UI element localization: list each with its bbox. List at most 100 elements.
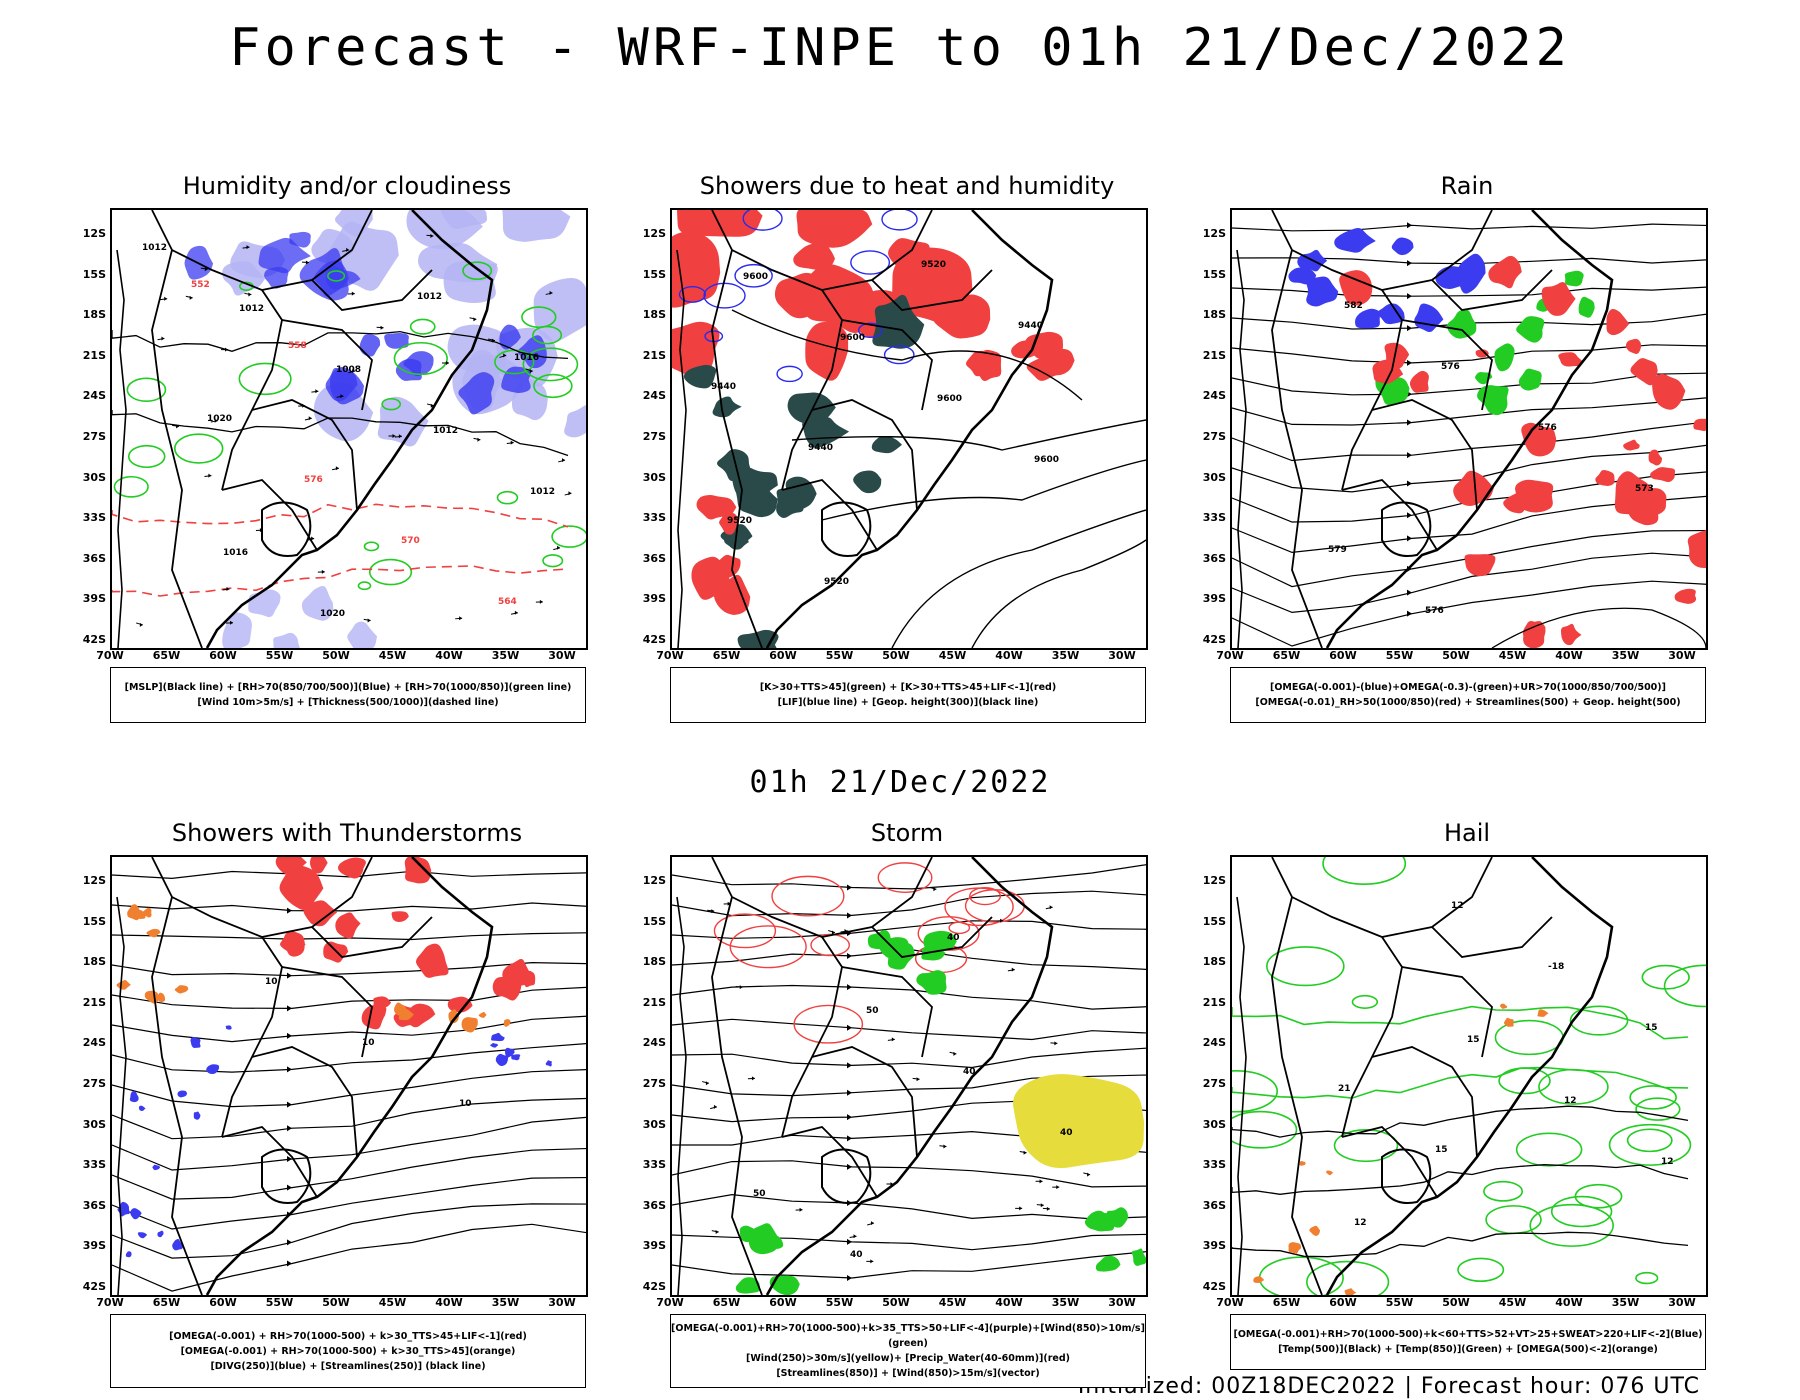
wind-vector-head: [214, 418, 218, 423]
country-border: [841, 966, 933, 1058]
contour-label: 1012: [417, 292, 442, 302]
lon-label: 35W: [491, 649, 520, 662]
lon-label: 50W: [1442, 649, 1470, 662]
lat-label: 33S: [1202, 1158, 1226, 1172]
legend-thunderstorms: [OMEGA(-0.001) + RH>70(1000-500) + k>30_…: [110, 1314, 586, 1388]
rh-blue-area: [258, 237, 311, 274]
rh-green-contour: [238, 362, 292, 396]
geography-layer: [116, 857, 494, 1295]
country-border: [1341, 479, 1438, 551]
west-coastline: [1236, 896, 1247, 1295]
wind-850-green-area: [1095, 1255, 1121, 1272]
lat-label: 21S: [82, 995, 106, 1009]
temp-850-green-contour: [1641, 964, 1690, 990]
divergence-blue-area: [138, 1105, 146, 1112]
streamline-250: [112, 1176, 586, 1230]
lat-label: 12S: [642, 874, 666, 887]
temp-500-black-line: [1232, 1164, 1689, 1195]
lif-blue-contour: [881, 210, 918, 231]
streamline-500: [1232, 397, 1706, 426]
temp-850-green-contour: [1232, 1066, 1689, 1099]
streamline-250-arrow: [287, 1101, 292, 1108]
lon-label: 40W: [995, 649, 1023, 662]
legend-line: [DIVG(250)](blue) + [Streamlines(250)] (…: [210, 1360, 486, 1372]
coastline: [765, 857, 1054, 1295]
rh-green-contour: [368, 558, 413, 586]
lon-label: 35W: [1611, 1296, 1640, 1309]
lon-label: 55W: [265, 649, 294, 662]
wind-vector-head: [346, 247, 350, 252]
contour-label: 1020: [320, 609, 345, 619]
lon-label: 60W: [1329, 649, 1357, 662]
lon-label: 60W: [1329, 1296, 1357, 1309]
streamline-250-arrow: [287, 1032, 292, 1039]
west-coastline: [1236, 249, 1247, 648]
lon-label: 35W: [491, 1296, 520, 1309]
omega-blue-area: [1391, 237, 1414, 256]
contour-label: 9600: [937, 394, 962, 404]
panel-title-humidity: Humidity and/or cloudiness: [182, 172, 512, 200]
valid-time-title: 01h 21/Dec/2022: [749, 765, 1051, 800]
map-thunderstorms: 10 10 10: [110, 855, 588, 1297]
lat-label: 42S: [1202, 1280, 1226, 1293]
lat-label: 33S: [642, 1158, 666, 1172]
geop-height-line: [731, 309, 1083, 401]
temp-500-black-line: [1232, 1231, 1689, 1258]
country-border: [1271, 249, 1323, 648]
streamline-250: [112, 1097, 586, 1140]
country-border: [871, 269, 993, 311]
lon-label: 50W: [882, 649, 910, 662]
precip-water-contour: [810, 933, 850, 957]
temp-850-green-contour: [1232, 1070, 1278, 1113]
rh-blue-area: [395, 358, 422, 381]
rh-green-contour: [363, 541, 380, 552]
wind-850-vector-head: [953, 1051, 957, 1056]
contour-label: 579: [1328, 545, 1347, 555]
lat-label: 18S: [82, 308, 106, 322]
country-border: [1381, 210, 1493, 291]
wind-vector-head: [380, 325, 384, 330]
k-tts-green-area: [802, 417, 850, 448]
contour-label: 12: [1661, 1157, 1674, 1167]
thunderstorm-orange-area: [503, 1019, 511, 1027]
contour-label: 582: [1344, 301, 1363, 311]
contour-label: 570: [401, 536, 420, 546]
country-border: [811, 399, 918, 511]
contour-label: 9520: [921, 260, 946, 270]
country-border: [1341, 1126, 1438, 1198]
omega-rh-red-area: [1453, 470, 1494, 506]
wind-850-vector-head: [1000, 918, 1004, 923]
rh-green-contour: [174, 433, 224, 464]
k-tts-lif-red-area: [803, 264, 876, 333]
lat-label: 36S: [82, 551, 106, 565]
lat-label: 27S: [642, 1077, 666, 1090]
wind-vector-head: [248, 292, 252, 297]
contour-label: 12: [1354, 1218, 1367, 1228]
country-border: [871, 916, 993, 958]
wind-vector-head: [539, 599, 543, 604]
lon-label: 55W: [825, 1296, 854, 1309]
country-border: [841, 319, 933, 411]
wind-850-green-area: [1106, 1207, 1129, 1228]
thunderstorm-red-area: [407, 1003, 436, 1028]
streamline-500-arrow: [1407, 293, 1412, 300]
rh-green-contour: [496, 490, 519, 505]
divergence-blue-area: [129, 1090, 139, 1103]
contour-label: 10: [362, 1038, 375, 1048]
wind-850-vector-head: [1039, 1179, 1043, 1184]
wind-vector-head: [225, 347, 229, 352]
country-border: [711, 896, 763, 1295]
country-border: [311, 269, 433, 311]
wind-vector-head: [308, 416, 312, 421]
rh-green-contour: [126, 377, 167, 403]
country-border: [221, 479, 318, 551]
streamline-250-arrow: [287, 1125, 292, 1132]
streamline-500-arrow: [1407, 512, 1412, 519]
contour-label: 9440: [808, 443, 833, 453]
lat-label: 21S: [1202, 348, 1226, 362]
omega-500-orange-area: [1326, 1170, 1334, 1176]
geography-layer: [1236, 857, 1614, 1295]
contour-label: 21: [1338, 1084, 1351, 1094]
omega-blue-area: [1306, 276, 1339, 307]
lat-label: 27S: [82, 430, 106, 443]
